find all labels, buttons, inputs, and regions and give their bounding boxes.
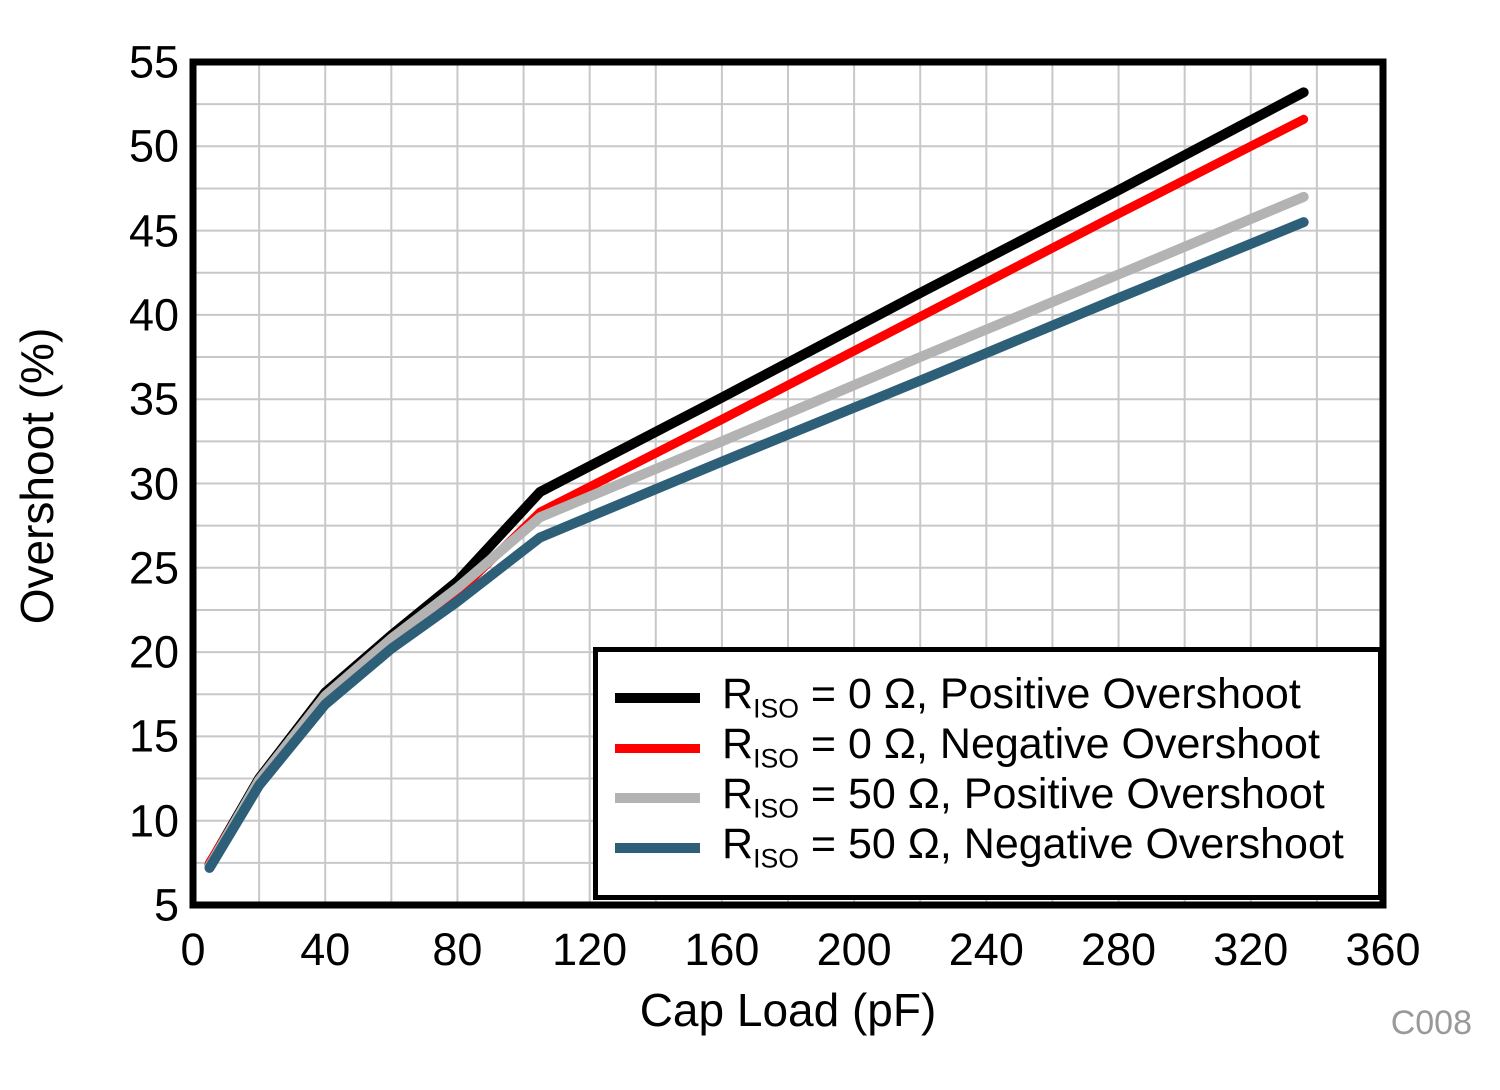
y-tick-label: 40 xyxy=(128,289,179,341)
x-tick-label: 240 xyxy=(948,924,1024,975)
y-tick-label: 5 xyxy=(153,879,179,931)
legend: RISO = 0 Ω, Positive Overshoot RISO = 0 Ω… xyxy=(593,647,1383,900)
legend-swatch xyxy=(615,693,700,703)
x-tick-label: 200 xyxy=(816,924,892,975)
x-tick-label: 120 xyxy=(552,924,628,975)
legend-row: RISO = 50 Ω, Positive Overshoot xyxy=(598,773,1378,823)
x-tick-label: 320 xyxy=(1213,924,1289,975)
y-tick-label: 55 xyxy=(128,36,179,88)
legend-row: RISO = 0 Ω, Positive Overshoot xyxy=(598,673,1378,723)
x-tick-label: 0 xyxy=(180,924,206,975)
series-line xyxy=(204,217,1309,873)
legend-label: RISO = 50 Ω, Positive Overshoot xyxy=(722,770,1325,824)
x-tick-label: 80 xyxy=(432,924,483,975)
y-tick-label: 35 xyxy=(128,373,179,425)
y-tick-label: 15 xyxy=(128,710,179,762)
legend-label: RISO = 0 Ω, Positive Overshoot xyxy=(722,670,1301,724)
plot-border xyxy=(189,58,1387,909)
y-tick-label: 50 xyxy=(128,120,179,172)
x-tick-label: 40 xyxy=(300,924,351,975)
legend-label: RISO = 0 Ω, Negative Overshoot xyxy=(722,720,1320,774)
x-tick-label: 280 xyxy=(1081,924,1157,975)
legend-label: RISO = 50 Ω, Negative Overshoot xyxy=(722,820,1344,874)
y-tick-label: 30 xyxy=(128,458,179,509)
legend-swatch xyxy=(615,843,700,853)
x-axis-title: Cap Load (pF) xyxy=(639,984,937,1036)
x-tick-label: 360 xyxy=(1345,924,1421,975)
y-axis-title: Overshoot (%) xyxy=(11,327,63,625)
y-tick-label: 25 xyxy=(128,542,179,594)
legend-row: RISO = 0 Ω, Negative Overshoot xyxy=(598,723,1378,773)
figure-code-label: C008 xyxy=(1390,1004,1472,1042)
y-tick-label: 45 xyxy=(128,205,179,257)
y-tick-label: 20 xyxy=(128,626,179,678)
legend-rows: RISO = 0 Ω, Positive Overshoot RISO = 0 Ω… xyxy=(598,673,1378,873)
legend-swatch xyxy=(615,743,700,753)
legend-swatch xyxy=(615,793,700,803)
legend-row: RISO = 50 Ω, Negative Overshoot xyxy=(598,823,1378,873)
x-tick-label: 160 xyxy=(684,924,760,975)
y-tick-label: 10 xyxy=(128,795,179,847)
